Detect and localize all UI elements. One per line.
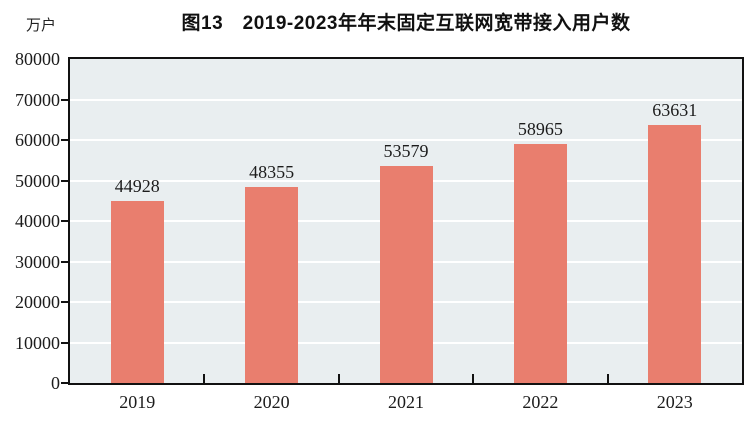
x-axis-tick-label: 2019 [119,392,156,412]
y-axis-tick-label: 10000 [15,332,60,353]
x-axis-tick-mark [203,374,206,383]
y-axis-tick-mark [61,382,68,384]
y-axis-tick-label: 80000 [15,49,60,69]
x-axis-tick-label: 2021 [387,392,424,412]
y-axis-tick-mark [61,98,68,101]
x-axis-tick-mark [472,374,475,383]
x-axis-tick-label: 2023 [656,392,693,412]
y-axis-tick-mark [61,301,68,303]
bar-value-label: 53579 [383,141,429,162]
x-axis-tick-mark [606,374,609,383]
plot-area: 44928 48355 53579 58965 63631 [68,57,744,385]
y-axis-tick-label: 70000 [15,89,60,110]
y-axis-tick-mark [61,139,68,141]
x-axis-tick-label: 2022 [522,392,559,412]
y-axis-tick-mark [61,260,68,263]
y-axis-tick-label: 50000 [15,170,60,191]
gridline [70,98,742,101]
x-axis-tick-mark [337,374,340,383]
y-axis-tick-label: 40000 [15,211,60,231]
y-axis-tick-label: 30000 [15,251,60,272]
y-axis-tick-label: 0 [51,373,60,393]
y-axis-tick-label: 20000 [15,292,60,312]
bar-2022 [513,144,567,383]
bar-value-label: 63631 [652,100,698,121]
chart-title: 图13 2019-2023年年末固定互联网宽带接入用户数 [181,13,631,34]
bar-2021 [379,166,433,383]
x-axis-tick-label: 2020 [253,392,290,412]
y-axis-tick-mark [61,179,68,182]
y-axis-tick-mark [61,220,68,222]
bar-2020 [245,187,299,383]
bar-value-label: 58965 [517,119,563,140]
y-axis-tick-mark [61,341,68,344]
bar-value-label: 48355 [249,162,295,183]
y-axis-tick-label: 60000 [15,130,60,150]
bar-2019 [110,201,164,383]
y-axis-unit-label: 万户 [26,18,57,34]
bar-2023 [648,125,702,383]
bar-value-label: 44928 [114,176,160,197]
